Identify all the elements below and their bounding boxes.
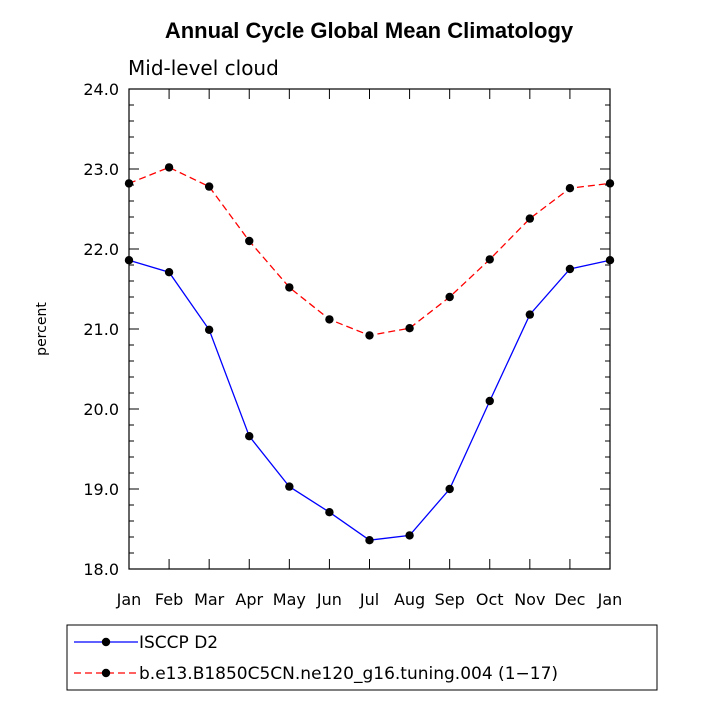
series-lines (124, 163, 615, 545)
chart-subtitle: Mid-level cloud (128, 56, 279, 80)
data-point (325, 315, 334, 324)
x-tick-label: Jun (316, 590, 342, 609)
data-point (245, 236, 254, 246)
y-tick-label: 20.0 (83, 400, 119, 419)
y-axis-label: percent (34, 302, 50, 356)
y-tick-label: 24.0 (83, 80, 119, 99)
data-point (405, 531, 414, 540)
x-tick-label: Apr (235, 590, 263, 609)
y-tick-label: 22.0 (83, 240, 119, 259)
x-tick-label: Sep (435, 590, 465, 609)
legend: ISCCP D2 b.e13.B1850C5CN.ne120_g16.tuning… (66, 624, 658, 691)
series-line-1 (128, 259, 611, 541)
data-point (565, 184, 575, 193)
data-point (485, 396, 494, 406)
x-tick-label: May (273, 590, 306, 609)
x-tick-label: Jan (116, 590, 142, 609)
x-tick-label: Aug (394, 590, 425, 609)
y-tick-label: 19.0 (83, 480, 119, 499)
data-point (245, 432, 254, 441)
data-point (445, 292, 454, 302)
data-point (285, 482, 294, 491)
data-point (405, 324, 414, 333)
x-tick-label: Dec (554, 590, 585, 609)
data-point (325, 508, 334, 517)
data-point (365, 331, 374, 340)
plot-frame (128, 88, 611, 570)
data-point (204, 182, 214, 191)
x-tick-label: Nov (514, 590, 545, 609)
x-tick-label: Mar (194, 590, 225, 609)
data-point (485, 255, 494, 264)
legend-box (66, 624, 658, 691)
data-point (124, 179, 134, 188)
data-point (124, 256, 134, 265)
axes: 18.0 19.0 20.0 21.0 22.0 23.0 24.0 Jan Feb Mar Apr… (83, 80, 622, 609)
x-tick-label: Oct (476, 590, 504, 609)
data-point (445, 484, 454, 494)
data-point (285, 283, 294, 292)
data-point (525, 310, 535, 319)
data-point (164, 268, 174, 277)
legend-marker-1 (101, 637, 111, 647)
legend-label-2: b.e13.B1850C5CN.ne120_g16.tuning.004 (1−… (139, 664, 558, 684)
data-point (565, 264, 575, 274)
legend-marker-2 (101, 668, 111, 678)
y-tick-label: 23.0 (83, 160, 119, 179)
series-line-2 (128, 166, 611, 337)
data-point (605, 256, 615, 265)
data-point (605, 179, 615, 188)
legend-label-1: ISCCP D2 (139, 633, 218, 653)
chart-title: Annual Cycle Global Mean Climatology (165, 18, 574, 43)
data-point (204, 325, 214, 334)
x-tick-label: Feb (155, 590, 183, 609)
data-point (525, 214, 535, 223)
x-tick-label: Jan (597, 590, 623, 609)
y-tick-label: 21.0 (83, 320, 119, 339)
data-point (365, 536, 374, 545)
y-tick-label: 18.0 (83, 560, 119, 579)
x-tick-label: Jul (359, 590, 379, 609)
data-point (164, 163, 174, 172)
